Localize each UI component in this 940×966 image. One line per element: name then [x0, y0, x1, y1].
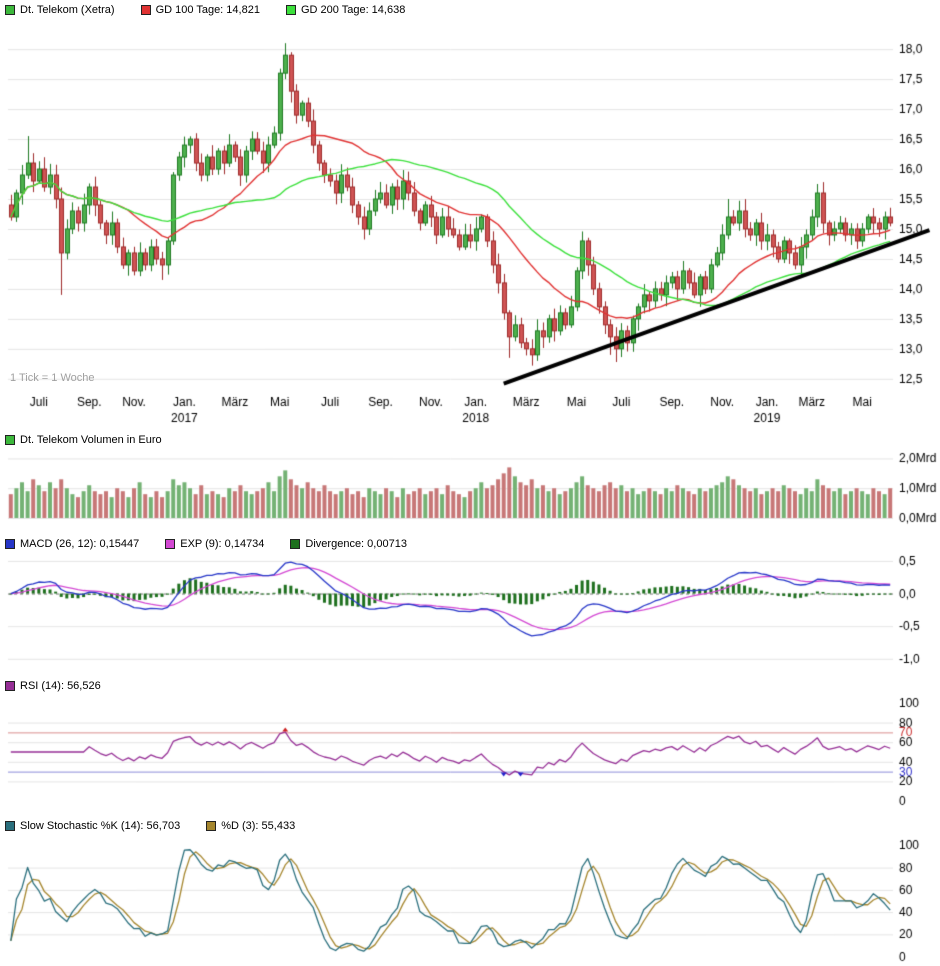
- price-chart-legend: Dt. Telekom (Xetra) GD 100 Tage: 14,821 …: [0, 0, 940, 18]
- legend-item-rsi: RSI (14): 56,526: [5, 680, 101, 692]
- legend-item-divergence: Divergence: 0,00713: [290, 538, 407, 550]
- divergence-swatch-icon: [290, 539, 301, 549]
- legend-item-macd: MACD (26, 12): 0,15447: [5, 538, 139, 550]
- stochastic-panel: [0, 834, 940, 966]
- instrument-label: Dt. Telekom (Xetra): [20, 4, 115, 16]
- gd200-label: GD 200 Tage: 14,638: [300, 4, 406, 16]
- price-panel: 1 Tick = 1 Woche: [0, 18, 940, 428]
- legend-item-stoch-d: %D (3): 55,433: [206, 820, 295, 832]
- stoch-d-label: %D (3): 55,433: [221, 820, 296, 832]
- legend-item-gd200: GD 200 Tage: 14,638: [285, 4, 406, 16]
- macd-chart-canvas: [0, 552, 940, 670]
- divergence-label: Divergence: 0,00713: [305, 538, 407, 550]
- rsi-legend: RSI (14): 56,526: [0, 676, 940, 694]
- gd200-swatch-icon: [285, 5, 296, 15]
- exp-swatch-icon: [165, 539, 176, 549]
- macd-panel: [0, 552, 940, 670]
- stoch-d-swatch-icon: [206, 821, 217, 831]
- rsi-swatch-icon: [5, 681, 15, 691]
- volume-legend: Dt. Telekom Volumen in Euro: [0, 430, 940, 448]
- volume-panel: [0, 448, 940, 530]
- gd100-swatch-icon: [140, 5, 151, 15]
- gd100-label: GD 100 Tage: 14,821: [155, 4, 260, 16]
- macd-legend: MACD (26, 12): 0,15447 EXP (9): 0,14734 …: [0, 534, 940, 552]
- volume-label: Dt. Telekom Volumen in Euro: [20, 434, 162, 446]
- macd-label: MACD (26, 12): 0,15447: [20, 538, 140, 550]
- stoch-k-label: Slow Stochastic %K (14): 56,703: [20, 820, 181, 832]
- volume-chart-canvas: [0, 448, 940, 530]
- legend-item-gd100: GD 100 Tage: 14,821: [140, 4, 260, 16]
- legend-item-stoch-k: Slow Stochastic %K (14): 56,703: [5, 820, 180, 832]
- volume-swatch-icon: [5, 435, 15, 445]
- stochastic-legend: Slow Stochastic %K (14): 56,703 %D (3): …: [0, 816, 940, 834]
- tick-note: 1 Tick = 1 Woche: [10, 372, 95, 384]
- exp-label: EXP (9): 0,14734: [180, 538, 265, 550]
- legend-item-exp: EXP (9): 0,14734: [165, 538, 264, 550]
- rsi-label: RSI (14): 56,526: [20, 680, 101, 692]
- macd-swatch-icon: [5, 539, 15, 549]
- instrument-swatch-icon: [5, 5, 15, 15]
- rsi-panel: [0, 694, 940, 810]
- stoch-k-swatch-icon: [5, 821, 15, 831]
- price-chart-canvas: [0, 18, 940, 428]
- stochastic-chart-canvas: [0, 834, 940, 966]
- rsi-chart-canvas: [0, 694, 940, 810]
- legend-item-volume: Dt. Telekom Volumen in Euro: [5, 434, 162, 446]
- legend-item-instrument: Dt. Telekom (Xetra): [5, 4, 115, 16]
